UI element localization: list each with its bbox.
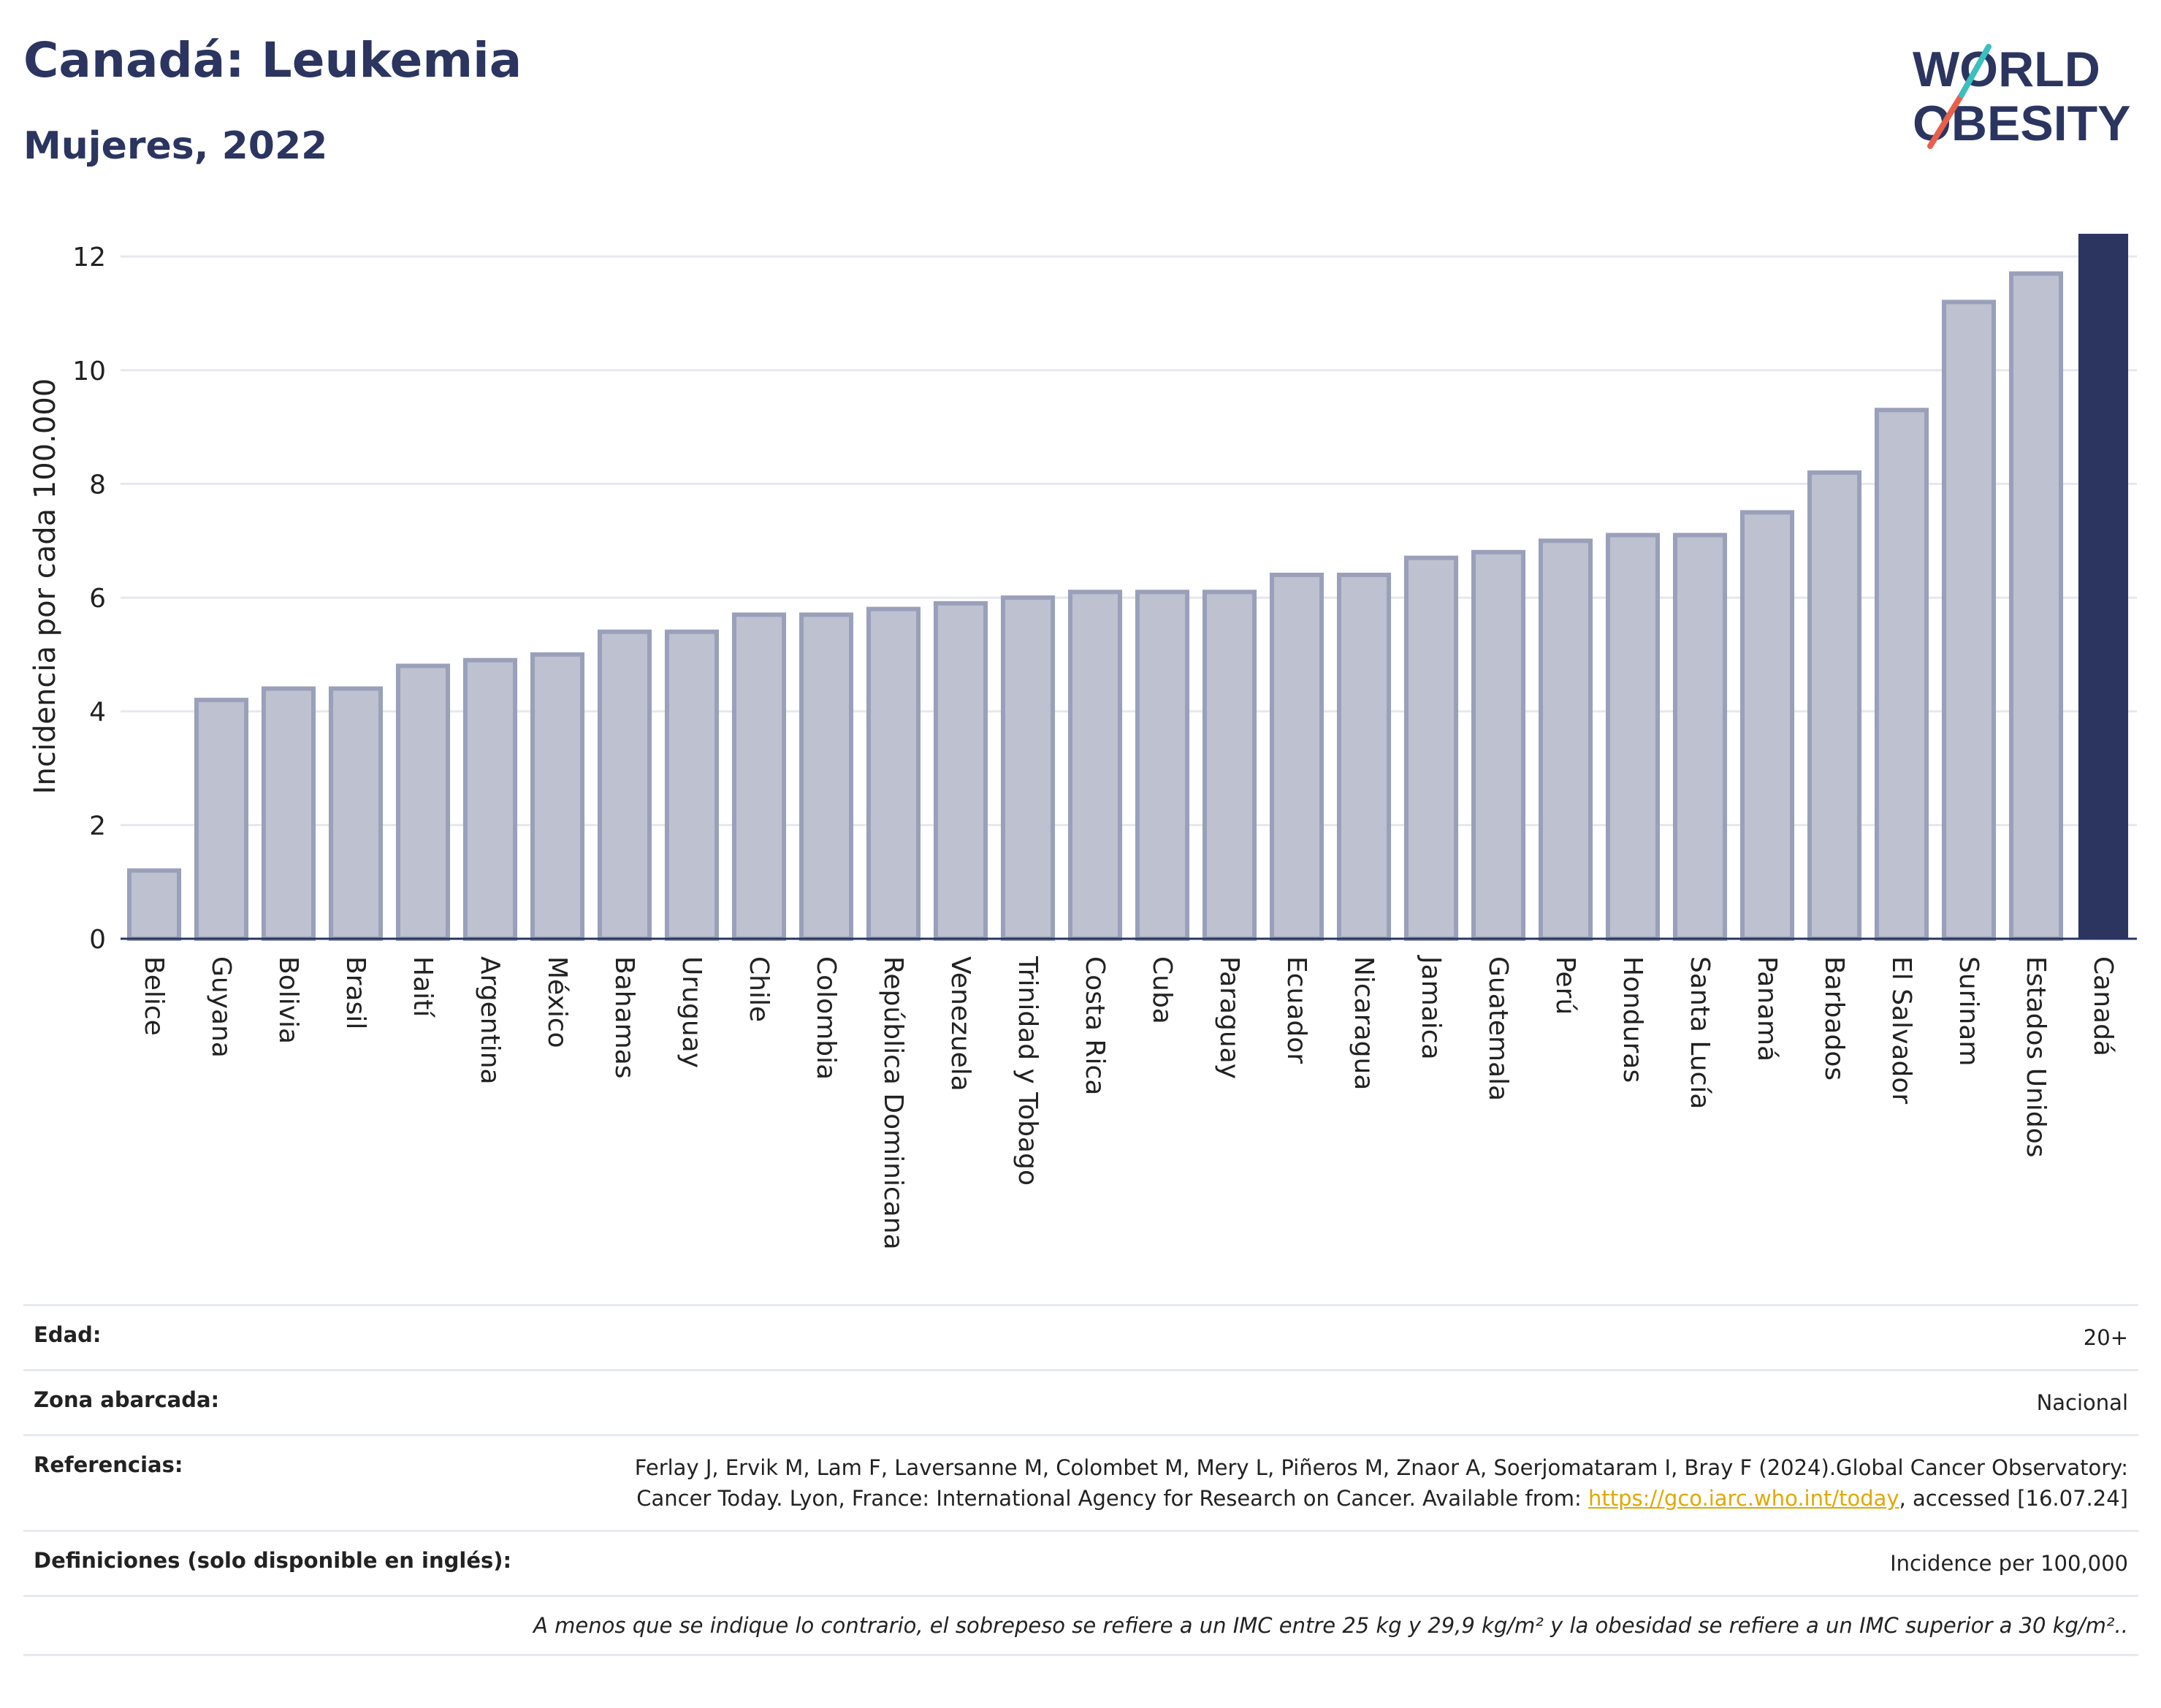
bar-barbados	[1807, 470, 1862, 941]
x-tick-label: Venezuela	[945, 956, 975, 1091]
definitions-value: Incidence per 100,000	[1890, 1551, 2128, 1576]
x-tick-label: Cuba	[1147, 956, 1177, 1024]
x-tick-label: Argentina	[475, 956, 505, 1085]
y-axis-ticks: 0 2 4 6 8 10 12	[72, 243, 106, 955]
info-row-zone: Zona abarcada: Nacional	[23, 1369, 2138, 1434]
logo-slash-coral	[1927, 92, 1964, 149]
bar-canadá	[2078, 234, 2129, 939]
bar-haití	[395, 663, 451, 941]
bar-guyana	[194, 698, 249, 941]
references-label: Referencias:	[34, 1452, 183, 1477]
bar-el-salvador	[1874, 408, 1929, 941]
info-table: Edad: 20+ Zona abarcada: Nacional Refere…	[23, 1304, 2138, 1656]
bar-paraguay	[1202, 590, 1257, 942]
references-text-2: , accessed [16.07.24]	[1899, 1486, 2128, 1511]
grid-lines	[121, 255, 2137, 826]
y-tick-label: 10	[72, 357, 106, 386]
zone-value: Nacional	[2036, 1390, 2128, 1415]
bar-ecuador	[1269, 572, 1325, 941]
bar-costa-rica	[1067, 590, 1123, 942]
page-subtitle: Mujeres, 2022	[23, 124, 328, 168]
bar-uruguay	[664, 629, 720, 941]
bar-honduras	[1605, 533, 1661, 942]
bars	[126, 234, 2129, 942]
x-tick-label: Perú	[1550, 956, 1580, 1015]
x-tick-label: Bahamas	[609, 956, 639, 1079]
x-tick-label: República Dominicana	[878, 956, 908, 1250]
x-tick-label: Haití	[408, 956, 438, 1018]
y-tick-label: 6	[89, 584, 106, 614]
info-row-age: Edad: 20+	[23, 1304, 2138, 1369]
x-tick-label: El Salvador	[1886, 956, 1916, 1104]
x-tick-label: Chile	[744, 956, 774, 1022]
world-obesity-logo: WORLD OBESITY	[1913, 42, 2131, 151]
x-tick-label: Estados Unidos	[2021, 956, 2051, 1158]
bar-nicaragua	[1336, 572, 1392, 941]
x-tick-label: Nicaragua	[1349, 956, 1379, 1090]
x-tick-label: Jamaica	[1416, 955, 1446, 1060]
bar-brasil	[328, 686, 384, 941]
bar-chile	[731, 612, 787, 942]
bar-jamaica	[1403, 555, 1459, 942]
x-tick-label: Barbados	[1819, 956, 1849, 1080]
info-row-definitions: Definiciones (solo disponible en inglés)…	[23, 1530, 2138, 1595]
bar-surinam	[1941, 300, 1997, 942]
bar-argentina	[462, 657, 518, 942]
x-tick-label: Guatemala	[1483, 956, 1513, 1101]
bar-belice	[126, 868, 182, 942]
x-tick-label: Ecuador	[1281, 956, 1311, 1064]
bar-perú	[1538, 538, 1593, 941]
bar-santa-lucía	[1672, 533, 1728, 942]
x-tick-label: Brasil	[340, 956, 370, 1029]
references-text-1: Ferlay J, Ervik M, Lam F, Laversanne M, …	[634, 1455, 2128, 1511]
x-tick-label: Surinam	[1954, 956, 1983, 1066]
bar-panamá	[1739, 510, 1795, 942]
x-tick-label: Belice	[139, 956, 169, 1036]
x-tick-label: Panamá	[1752, 956, 1782, 1061]
info-row-references: Referencias: Ferlay J, Ervik M, Lam F, L…	[23, 1434, 2138, 1530]
logo-line1: WORLD	[1913, 42, 2100, 97]
x-tick-label: Guyana	[206, 956, 236, 1058]
x-tick-label: Santa Lucía	[1685, 956, 1715, 1109]
age-label: Edad:	[34, 1322, 102, 1347]
obesity-note: A menos que se indique lo contrario, el …	[533, 1613, 2128, 1638]
y-tick-label: 8	[89, 470, 106, 500]
info-row-note: A menos que se indique lo contrario, el …	[23, 1595, 2138, 1656]
definitions-label: Definiciones (solo disponible en inglés)…	[34, 1548, 512, 1573]
bar-venezuela	[933, 601, 988, 942]
x-tick-label: Trinidad y Tobago	[1013, 956, 1043, 1186]
references-value: Ferlay J, Ervik M, Lam F, Laversanne M, …	[557, 1452, 2128, 1514]
references-link[interactable]: https://gco.iarc.who.int/today	[1588, 1486, 1899, 1511]
x-tick-label: Canadá	[2088, 956, 2118, 1056]
bar-república-dominicana	[866, 606, 921, 941]
x-axis-labels: Belice Guyana Bolivia Brasil Haití Argentina M…	[139, 955, 2118, 1250]
page-title: Canadá: Leukemia	[23, 32, 522, 88]
bar-chart: 0 2 4 6 8 10 12 Belice Guyana Bolivia Brasil Haití…	[28, 234, 2137, 1250]
zone-label: Zona abarcada:	[34, 1387, 220, 1412]
x-tick-label: Uruguay	[676, 956, 706, 1068]
x-tick-label: Paraguay	[1214, 956, 1244, 1079]
bar-bahamas	[597, 629, 652, 941]
bar-bolivia	[261, 686, 316, 941]
x-tick-label: Colombia	[811, 956, 841, 1080]
bar-guatemala	[1471, 549, 1526, 941]
x-tick-label: México	[542, 956, 572, 1048]
x-tick-label: Costa Rica	[1080, 956, 1110, 1095]
y-tick-label: 4	[89, 698, 106, 728]
bar-colombia	[799, 612, 854, 942]
bar-trinidad-y-tobago	[1000, 595, 1056, 941]
logo-slash-teal	[1959, 44, 1992, 98]
y-tick-label: 0	[89, 925, 106, 955]
bar-méxico	[530, 652, 585, 941]
bar-cuba	[1135, 590, 1190, 942]
x-tick-label: Bolivia	[273, 956, 303, 1044]
bar-estados-unidos	[2008, 271, 2064, 941]
logo-line2: OBESITY	[1913, 96, 2131, 151]
y-tick-label: 2	[89, 811, 106, 841]
y-tick-label: 12	[72, 243, 106, 272]
y-axis-label: Incidencia por cada 100.000	[28, 378, 62, 795]
x-tick-label: Honduras	[1617, 956, 1647, 1083]
age-value: 20+	[2083, 1325, 2128, 1350]
